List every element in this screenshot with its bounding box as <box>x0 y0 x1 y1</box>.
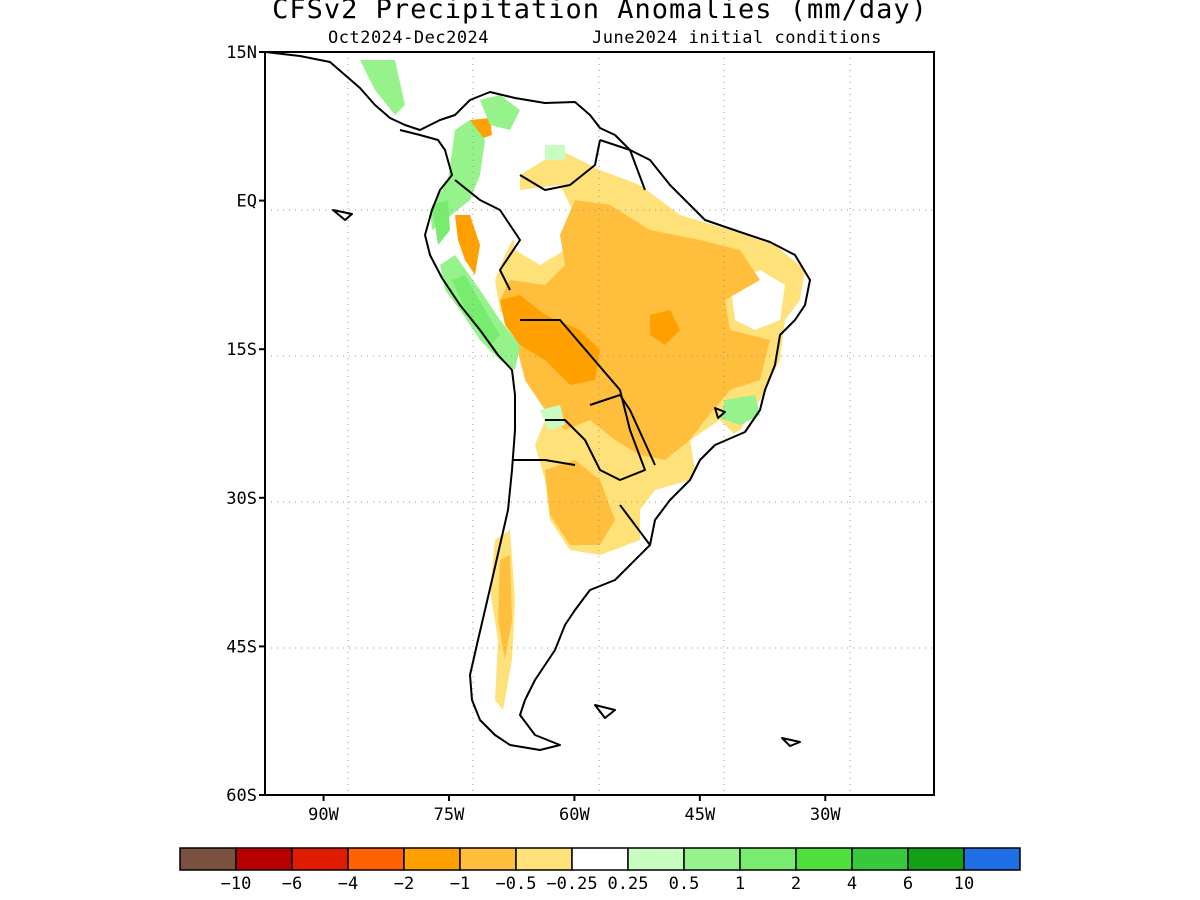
subtitle-period: Oct2024-Dec2024 <box>328 28 490 48</box>
anomaly-region-peru <box>455 215 480 275</box>
anomaly-region-central-brazil <box>650 310 680 345</box>
colorbar-label: 4 <box>847 874 857 894</box>
colorbar-swatch <box>739 847 797 871</box>
anomaly-region-central-america-green <box>360 60 405 115</box>
lat-tick-label: 45S <box>226 637 257 657</box>
anomaly-region-southeast-green <box>720 395 760 425</box>
anomaly-shading <box>360 60 805 710</box>
anomaly-region-caribbean-green <box>480 95 520 130</box>
anomaly-hole-amazon <box>510 185 575 265</box>
colorbar-swatch <box>683 847 741 871</box>
colorbar-swatch <box>291 847 349 871</box>
anomaly-region-brazil-core <box>500 200 770 460</box>
anomaly-region-patagonia-core <box>498 555 512 660</box>
colorbar-swatch <box>963 847 1021 871</box>
colorbar-label: −0.5 <box>496 874 537 894</box>
colorbar-label: 10 <box>954 874 974 894</box>
anomaly-region-guyana-green <box>545 145 565 160</box>
coastline <box>265 52 811 751</box>
colorbar-swatch <box>515 847 573 871</box>
axis-tick-labels: 15N EQ 15S 30S 45S 60S 90W 75W 60W 45W 30W <box>226 43 841 825</box>
anomaly-region-chile-green <box>540 405 565 430</box>
subtitle-init: June2024 initial conditions <box>592 28 882 48</box>
anomaly-region-bolivia <box>500 295 600 385</box>
colorbar-swatch <box>907 847 965 871</box>
colorbar-label: −10 <box>221 874 252 894</box>
anomaly-region-ecuador-green <box>432 200 450 245</box>
lon-tick-label: 75W <box>434 805 465 825</box>
colorbar-labels: −10 −6 −4 −2 −1 −0.5 −0.25 0.25 0.5 1 2 4 6 10 <box>221 874 975 894</box>
colorbar-swatch <box>627 847 685 871</box>
colorbar-label: −2 <box>394 874 414 894</box>
colorbar-swatch <box>571 847 629 871</box>
colorbar-swatch <box>403 847 461 871</box>
lon-tick-label: 45W <box>684 805 715 825</box>
anomaly-region-chaco <box>545 460 615 545</box>
colorbar-label: −0.25 <box>546 874 597 894</box>
colorbar-label: 0.25 <box>608 874 649 894</box>
lat-tick-label: 15S <box>226 340 257 360</box>
colorbar-label: −1 <box>450 874 470 894</box>
lon-tick-label: 30W <box>810 805 841 825</box>
colorbar-swatch <box>347 847 405 871</box>
lat-tick-label: 30S <box>226 489 257 509</box>
colorbar-swatch <box>851 847 909 871</box>
lat-tick-label: 15N <box>226 43 257 63</box>
anomaly-region-andes-green-core <box>452 275 500 345</box>
colorbar <box>179 847 1021 871</box>
colorbar-swatch <box>179 847 237 871</box>
colorbar-label: 6 <box>903 874 913 894</box>
lat-tick-label: 60S <box>226 786 257 806</box>
colorbar-swatch <box>235 847 293 871</box>
map-frame <box>264 51 935 796</box>
colorbar-label: 1 <box>735 874 745 894</box>
colorbar-swatch <box>795 847 853 871</box>
colorbar-label: −4 <box>338 874 358 894</box>
colorbar-label: 0.5 <box>669 874 700 894</box>
map-title: CFSv2 Precipitation Anomalies (mm/day) <box>272 0 928 25</box>
colorbar-swatch <box>459 847 517 871</box>
lat-tick-label: EQ <box>237 192 257 212</box>
axis-ticks <box>259 51 827 801</box>
lon-tick-label: 90W <box>308 805 339 825</box>
colorbar-label: −6 <box>282 874 302 894</box>
colorbar-label: 2 <box>791 874 801 894</box>
lon-tick-label: 60W <box>559 805 590 825</box>
anomaly-region-venezuela <box>470 118 492 140</box>
